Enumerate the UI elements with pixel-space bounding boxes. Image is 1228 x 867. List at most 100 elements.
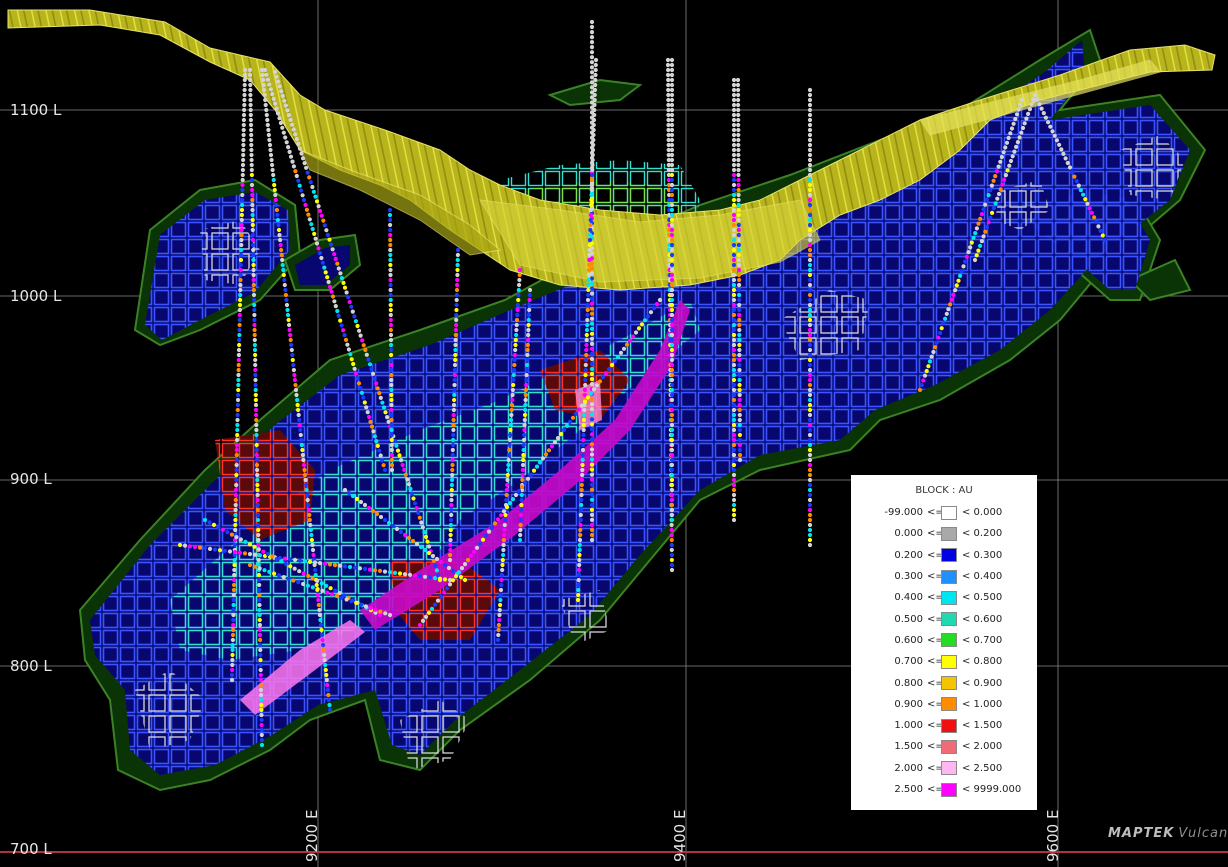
drillhole-trace[interactable] xyxy=(387,207,395,473)
assay-sample xyxy=(504,492,509,498)
assay-sample xyxy=(1063,156,1068,161)
drillhole-trace[interactable] xyxy=(972,92,1038,263)
assay-sample xyxy=(375,443,380,448)
assay-sample xyxy=(431,558,436,563)
drillhole-trace[interactable] xyxy=(669,57,675,523)
assay-sample xyxy=(239,237,244,243)
legend-entry: 2.500 <= < 9999.000 xyxy=(851,779,1037,800)
assay-sample xyxy=(589,382,595,387)
assay-sample xyxy=(731,472,737,478)
drillhole-trace[interactable] xyxy=(342,487,468,583)
assay-sample xyxy=(736,162,741,168)
drillhole-trace[interactable] xyxy=(731,77,737,523)
assay-sample xyxy=(587,252,592,258)
assay-sample xyxy=(589,462,595,467)
assay-sample xyxy=(378,514,384,520)
assay-sample xyxy=(589,177,595,183)
assay-sample xyxy=(1054,138,1059,143)
assay-sample xyxy=(258,637,263,643)
assay-sample xyxy=(418,544,424,550)
drillhole-trace[interactable] xyxy=(202,517,383,618)
assay-sample xyxy=(366,505,372,511)
assay-sample xyxy=(256,542,261,548)
assay-sample xyxy=(319,213,324,218)
drillhole-trace[interactable] xyxy=(177,542,453,583)
assay-sample xyxy=(322,652,327,658)
assay-sample xyxy=(731,182,737,188)
assay-sample xyxy=(252,302,257,308)
assay-sample xyxy=(455,247,461,253)
drillhole-trace[interactable] xyxy=(259,67,333,713)
assay-sample xyxy=(402,572,408,577)
drillhole-trace[interactable] xyxy=(262,67,388,473)
assay-sample xyxy=(452,397,457,403)
assay-sample xyxy=(590,162,595,168)
assay-sample xyxy=(257,622,262,628)
assay-sample xyxy=(238,267,243,273)
assay-sample xyxy=(517,272,522,278)
assay-sample xyxy=(192,544,198,550)
assay-sample xyxy=(669,197,675,203)
drillhole-trace[interactable] xyxy=(575,57,599,603)
assay-sample xyxy=(514,332,519,338)
drillhole-trace[interactable] xyxy=(517,287,533,543)
assay-sample xyxy=(586,292,591,298)
drillhole-trace[interactable] xyxy=(807,87,813,548)
assay-sample xyxy=(453,347,458,353)
assay-sample xyxy=(258,667,263,673)
assay-sample xyxy=(273,197,278,203)
assay-sample xyxy=(274,74,279,79)
assay-sample xyxy=(333,304,338,309)
assay-sample xyxy=(731,487,737,493)
assay-sample xyxy=(408,486,413,491)
assay-sample xyxy=(669,562,675,568)
assay-sample xyxy=(528,472,534,477)
drillhole-trace[interactable] xyxy=(447,247,461,563)
drillhole-trace[interactable] xyxy=(272,69,443,583)
assay-sample xyxy=(303,477,308,483)
assay-sample xyxy=(304,482,309,488)
assay-sample xyxy=(731,467,737,473)
assay-sample xyxy=(448,517,454,523)
drillhole-trace[interactable] xyxy=(229,67,248,683)
assay-sample xyxy=(274,106,279,111)
assay-sample xyxy=(999,154,1005,160)
drillhole-trace[interactable] xyxy=(417,297,663,628)
assay-sample xyxy=(807,422,813,428)
drillhole-trace[interactable] xyxy=(247,562,393,618)
assay-sample xyxy=(518,517,523,523)
assay-sample xyxy=(251,262,256,268)
assay-sample xyxy=(230,662,235,668)
drillhole-trace[interactable] xyxy=(1032,92,1108,243)
assay-sample xyxy=(669,267,675,273)
assay-sample xyxy=(230,632,236,638)
assay-sample xyxy=(731,477,737,483)
assay-sample xyxy=(236,382,241,388)
drillhole-trace[interactable] xyxy=(495,267,523,643)
assay-sample xyxy=(346,295,351,300)
drillhole-trace[interactable] xyxy=(735,77,743,463)
assay-sample xyxy=(953,288,958,293)
assay-sample xyxy=(489,525,495,530)
legend-high-value: < 0.000 xyxy=(962,507,1003,519)
drillhole-trace[interactable] xyxy=(917,97,1025,393)
block-au-legend[interactable]: BLOCK : AU -99.000 <= < 0.000 0.000 <= < 0.20… xyxy=(851,475,1037,810)
assay-sample xyxy=(587,257,592,263)
assay-sample xyxy=(645,314,651,319)
legend-low-value: -99.000 xyxy=(884,507,923,519)
assay-sample xyxy=(589,402,595,407)
drillhole-trace[interactable] xyxy=(247,67,265,748)
assay-sample xyxy=(349,599,354,604)
assay-sample xyxy=(731,252,737,258)
assay-sample xyxy=(422,547,428,553)
assay-sample xyxy=(584,327,590,333)
assay-sample xyxy=(807,157,813,163)
assay-sample xyxy=(448,537,453,543)
legend-high-value: < 9999.000 xyxy=(962,784,1022,795)
assay-sample xyxy=(807,317,813,323)
assay-sample xyxy=(807,477,813,483)
assay-sample xyxy=(254,427,259,433)
assay-sample xyxy=(731,322,737,328)
